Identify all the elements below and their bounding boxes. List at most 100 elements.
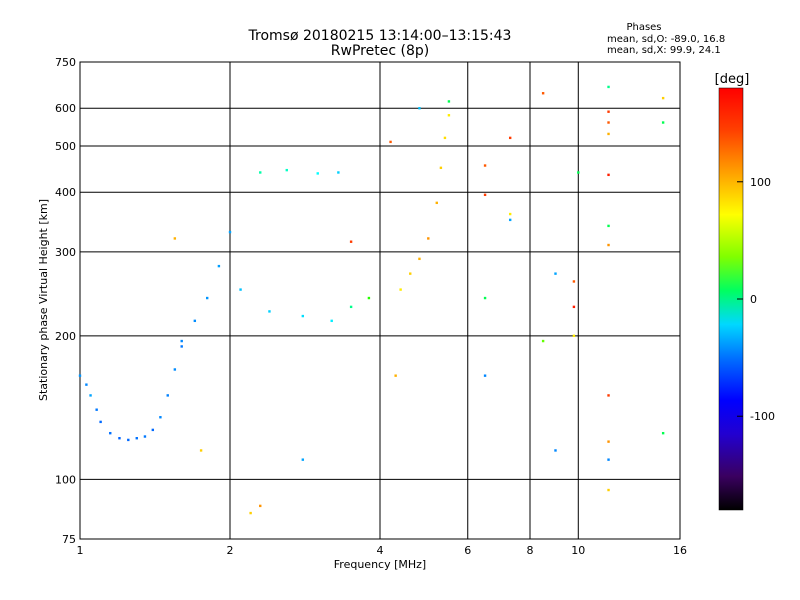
- colorbar-label: [deg]: [715, 72, 750, 87]
- data-point: [607, 243, 610, 247]
- data-point: [607, 458, 610, 461]
- y-tick-label: 500: [55, 140, 76, 153]
- data-point: [337, 171, 340, 174]
- data-point: [483, 296, 487, 300]
- y-tick-label: 200: [55, 330, 76, 343]
- data-point: [508, 136, 512, 140]
- x-tick-label: 10: [571, 544, 585, 557]
- data-point: [259, 504, 262, 508]
- data-points: [78, 85, 665, 515]
- colorbar-ticks: 100 0 -100: [737, 176, 775, 423]
- data-point: [607, 173, 610, 177]
- y-tick-label: 300: [55, 246, 76, 259]
- x-tick-label: 16: [673, 544, 687, 557]
- x-tick-label: 4: [377, 544, 384, 557]
- data-point: [118, 437, 121, 440]
- y-axis-label: Stationary phase Virtual Height [km]: [37, 199, 50, 401]
- data-point: [367, 296, 371, 300]
- data-point: [483, 193, 487, 197]
- data-point: [159, 416, 162, 419]
- data-point: [268, 310, 271, 313]
- data-point: [607, 394, 610, 397]
- data-point: [607, 440, 610, 443]
- y-tick-label: 750: [55, 56, 76, 69]
- data-point: [541, 92, 545, 95]
- x-tick-label: 2: [227, 544, 234, 557]
- data-point: [483, 164, 487, 167]
- data-point: [554, 449, 557, 452]
- y-tick-label: 75: [62, 533, 76, 546]
- data-point: [228, 230, 232, 234]
- y-axis: 75 100 200 300 400 500 600 750: [55, 56, 76, 546]
- data-point: [572, 334, 576, 338]
- data-point: [143, 435, 147, 438]
- data-point: [349, 305, 353, 309]
- data-point: [85, 383, 88, 386]
- data-point: [166, 394, 169, 397]
- x-tick-label: 6: [464, 544, 471, 557]
- chart-title: Tromsø 20180215 13:14:00–13:15:43: [248, 28, 512, 44]
- colorbar-tick-label: -100: [750, 410, 775, 423]
- data-point: [99, 420, 102, 424]
- data-point: [447, 100, 451, 103]
- data-point: [572, 280, 576, 283]
- data-point: [389, 140, 392, 144]
- chart-subtitle: RwPretec (8p): [331, 43, 429, 59]
- data-point: [508, 218, 512, 222]
- data-point: [418, 107, 421, 110]
- data-point: [95, 408, 98, 411]
- data-point: [301, 314, 305, 318]
- data-point: [285, 168, 288, 172]
- data-point: [259, 171, 262, 174]
- data-point: [394, 374, 397, 377]
- data-point: [173, 368, 177, 371]
- data-point: [607, 121, 610, 124]
- data-point: [109, 431, 112, 435]
- data-point: [447, 114, 451, 117]
- data-point: [554, 272, 557, 275]
- data-point: [418, 257, 421, 261]
- data-point: [180, 345, 183, 348]
- colorbar-tick-label: 100: [750, 176, 771, 189]
- data-point: [607, 224, 610, 228]
- stats-o-line: mean, sd,O: -89.0, 16.8: [607, 34, 725, 45]
- data-point: [661, 96, 665, 100]
- data-point: [217, 264, 221, 268]
- data-point: [427, 237, 430, 240]
- x-axis-label: Frequency [MHz]: [334, 558, 426, 571]
- data-point: [435, 201, 438, 205]
- data-point: [301, 458, 305, 461]
- data-point: [439, 166, 443, 170]
- data-point: [607, 85, 610, 89]
- data-point: [607, 488, 610, 492]
- data-point: [577, 171, 580, 174]
- data-point: [205, 296, 209, 300]
- data-point: [349, 240, 353, 243]
- y-tick-label: 400: [55, 186, 76, 199]
- data-point: [409, 272, 412, 275]
- stats-header: Phases: [626, 22, 661, 33]
- data-point: [399, 288, 402, 291]
- data-point: [572, 305, 576, 309]
- x-tick-label: 1: [77, 544, 84, 557]
- data-point: [508, 212, 512, 216]
- data-point: [607, 132, 610, 136]
- data-point: [541, 339, 545, 343]
- grid-lines: [80, 62, 680, 539]
- data-point: [443, 136, 447, 140]
- data-point: [330, 319, 333, 323]
- data-point: [89, 394, 92, 397]
- plot-frame: [79, 61, 681, 540]
- data-point: [607, 110, 610, 113]
- y-tick-label: 600: [55, 102, 76, 115]
- data-point: [173, 237, 177, 240]
- x-axis: 1 2 4 6 8 10 16: [77, 544, 688, 557]
- data-point: [199, 449, 203, 452]
- x-tick-label: 8: [527, 544, 534, 557]
- data-point: [135, 437, 138, 440]
- data-point: [661, 431, 665, 435]
- data-point: [239, 288, 242, 291]
- y-tick-label: 100: [55, 473, 76, 486]
- data-point: [151, 428, 155, 432]
